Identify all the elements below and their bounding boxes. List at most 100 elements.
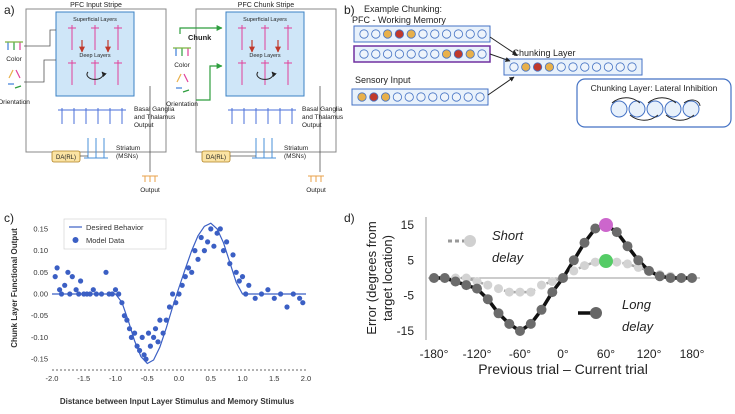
short-delay-point xyxy=(547,277,557,286)
long-delay-point xyxy=(439,273,450,283)
short-delay-point xyxy=(612,257,622,267)
model-data-point xyxy=(126,326,133,332)
basal-ganglia-icon xyxy=(58,108,126,124)
model-data-point xyxy=(103,269,109,275)
model-data-point xyxy=(195,256,201,262)
lateral-inhibition-icon xyxy=(610,97,701,121)
unit-circle xyxy=(441,49,452,59)
short-delay-point xyxy=(494,284,503,294)
y-tick-label: 0.00 xyxy=(33,290,48,299)
color-input-icon xyxy=(5,41,23,50)
chunking-layer-label: Chunking Layer xyxy=(512,48,575,58)
stripe-title: PFC Chunk Stripe xyxy=(238,2,295,9)
unit-circle xyxy=(418,49,428,59)
model-data-point xyxy=(220,248,227,254)
model-data-point xyxy=(132,330,138,336)
d-short-legend: Short delay xyxy=(448,228,525,265)
long-delay-point xyxy=(687,273,697,283)
long-delay-point xyxy=(525,318,536,329)
model-data-point xyxy=(143,356,149,362)
x-tick-label: 120° xyxy=(637,347,662,361)
model-data-point xyxy=(54,265,60,271)
model-data-point xyxy=(185,265,192,271)
long-delay-point xyxy=(654,271,665,282)
model-data-point xyxy=(166,304,173,310)
model-data-point xyxy=(78,278,84,284)
short-delay-label-2: delay xyxy=(492,250,525,265)
orientation-label: Orientation xyxy=(0,99,30,106)
long-delay-label-2: delay xyxy=(622,319,655,334)
model-data-point xyxy=(297,295,303,301)
panel-d-chart: -180° -120° -60° 0° 60° 120° 180° 15 5 -5 -15 xyxy=(397,217,705,361)
short-delay-point xyxy=(580,261,589,271)
model-data-point xyxy=(265,287,271,293)
short-delay-point xyxy=(461,273,471,283)
long-delay-point xyxy=(536,304,547,315)
x-tick-label: -0.5 xyxy=(141,374,154,383)
unit-circle xyxy=(430,29,440,39)
x-tick-label: 1.5 xyxy=(269,374,279,383)
long-delay-point xyxy=(579,237,590,248)
d-long-legend: Long delay xyxy=(578,297,655,334)
model-data-point xyxy=(52,274,58,280)
superficial-label: Superficial Layers xyxy=(73,17,117,23)
model-data-point xyxy=(87,291,93,297)
short-delay-label-1: Short xyxy=(492,228,524,243)
da-label: DA(RL) xyxy=(206,155,226,161)
unit-circle xyxy=(475,92,485,102)
model-data-point xyxy=(141,352,147,358)
striatum-label-1: Striatum xyxy=(116,145,140,152)
short-delay-point xyxy=(633,262,643,272)
panel-b: b) Example Chunking: PFC - Working Memor… xyxy=(344,3,732,128)
short-delay-point xyxy=(515,287,525,297)
unit-circle xyxy=(371,49,381,59)
striatum-label-2: (MSNs) xyxy=(116,153,138,160)
long-delay-point xyxy=(547,287,558,298)
model-data-point xyxy=(121,313,127,319)
model-data-point xyxy=(278,291,284,297)
highlight-long-point xyxy=(599,218,613,232)
model-data-point xyxy=(243,291,249,297)
model-data-point xyxy=(157,317,163,323)
unit-circle xyxy=(382,29,393,39)
long-delay-point xyxy=(493,308,504,319)
bg-label-3: Output xyxy=(302,122,322,129)
unit-circle xyxy=(382,49,393,59)
model-data-point xyxy=(271,295,277,301)
unit-circle xyxy=(369,92,379,102)
unit-circle xyxy=(359,29,369,39)
short-delay-swatch-dot xyxy=(464,235,476,247)
unit-circle xyxy=(603,62,614,72)
model-data-point xyxy=(246,282,252,288)
unit-circle xyxy=(627,62,637,72)
unit-circle xyxy=(380,92,391,102)
striatum-label-1: Striatum xyxy=(284,145,308,152)
unit-circle xyxy=(357,92,367,102)
unit-circle xyxy=(465,49,475,59)
superficial-label: Superficial Layers xyxy=(243,17,287,23)
model-data-point xyxy=(208,226,214,232)
striatum-icon xyxy=(252,138,276,159)
long-delay-point xyxy=(633,255,644,266)
model-data-point xyxy=(227,261,233,267)
long-delay-point xyxy=(611,227,622,238)
unit-circle xyxy=(477,29,487,39)
stripe-title: PFC Input Stripe xyxy=(70,2,122,9)
model-data-point xyxy=(62,282,68,288)
legend-frame xyxy=(63,218,167,250)
output-label: Output xyxy=(306,187,326,194)
b-title-1: Example Chunking: xyxy=(364,4,442,14)
x-tick-label: -60° xyxy=(509,347,531,361)
x-tick-label: 2.0 xyxy=(301,374,311,383)
y-tick-label: 0.15 xyxy=(33,224,48,233)
unit-circle xyxy=(568,62,578,72)
unit-circle xyxy=(477,49,487,59)
deep-label: Deep Layers xyxy=(249,53,280,59)
model-data-point xyxy=(57,287,63,293)
orientation-label: Orientation xyxy=(166,101,198,108)
unit-circle xyxy=(430,49,440,59)
model-data-point xyxy=(65,269,71,275)
model-data-point xyxy=(192,248,198,254)
unit-circle xyxy=(394,29,404,39)
model-data-point xyxy=(139,334,145,340)
